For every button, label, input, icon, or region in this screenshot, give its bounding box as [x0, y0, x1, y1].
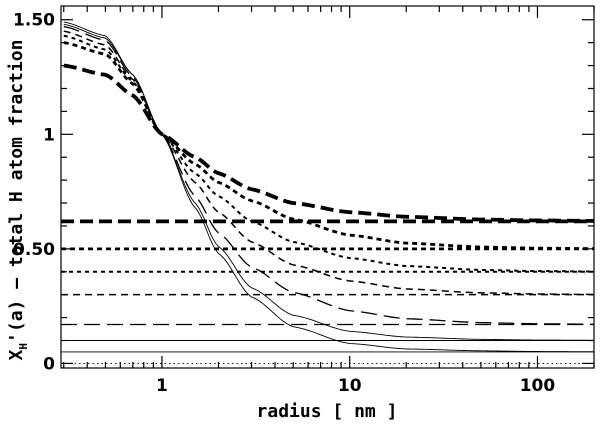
- x-tick-label: 100: [520, 376, 556, 396]
- y-tick-label: 0.50: [13, 240, 55, 260]
- y-axis-title-rest: '(a) – total H atom fraction: [6, 40, 27, 343]
- series-line-4: [63, 30, 595, 296]
- plot-frame: [60, 5, 595, 369]
- y-tick-label: 0: [43, 354, 55, 374]
- x-axis-title: radius [ nm ]: [257, 401, 398, 422]
- y-tick-label: 1: [43, 125, 55, 145]
- y-axis-title-main: X: [6, 349, 27, 360]
- ticks-layer: [61, 6, 595, 368]
- series-line-5: [63, 34, 595, 273]
- y-axis-title: XH'(a) – total H atom fraction: [6, 40, 30, 361]
- labels-layer: 1 10 100 0 0.50 1 1.50: [13, 11, 555, 396]
- y-axis-title-group: XH'(a) – total H atom fraction: [6, 40, 30, 361]
- series-line-1: [63, 21, 594, 353]
- series-line-3: [63, 25, 595, 325]
- x-tick-label: 1: [156, 376, 168, 396]
- x-tick-label: 10: [338, 376, 362, 396]
- y-axis-title-sub: H: [17, 343, 30, 350]
- lines-layer: [61, 21, 595, 364]
- series-line-6: [63, 41, 595, 251]
- series-line-2: [63, 23, 595, 341]
- y-tick-label: 1.50: [13, 11, 55, 31]
- series-line-7: [63, 63, 595, 223]
